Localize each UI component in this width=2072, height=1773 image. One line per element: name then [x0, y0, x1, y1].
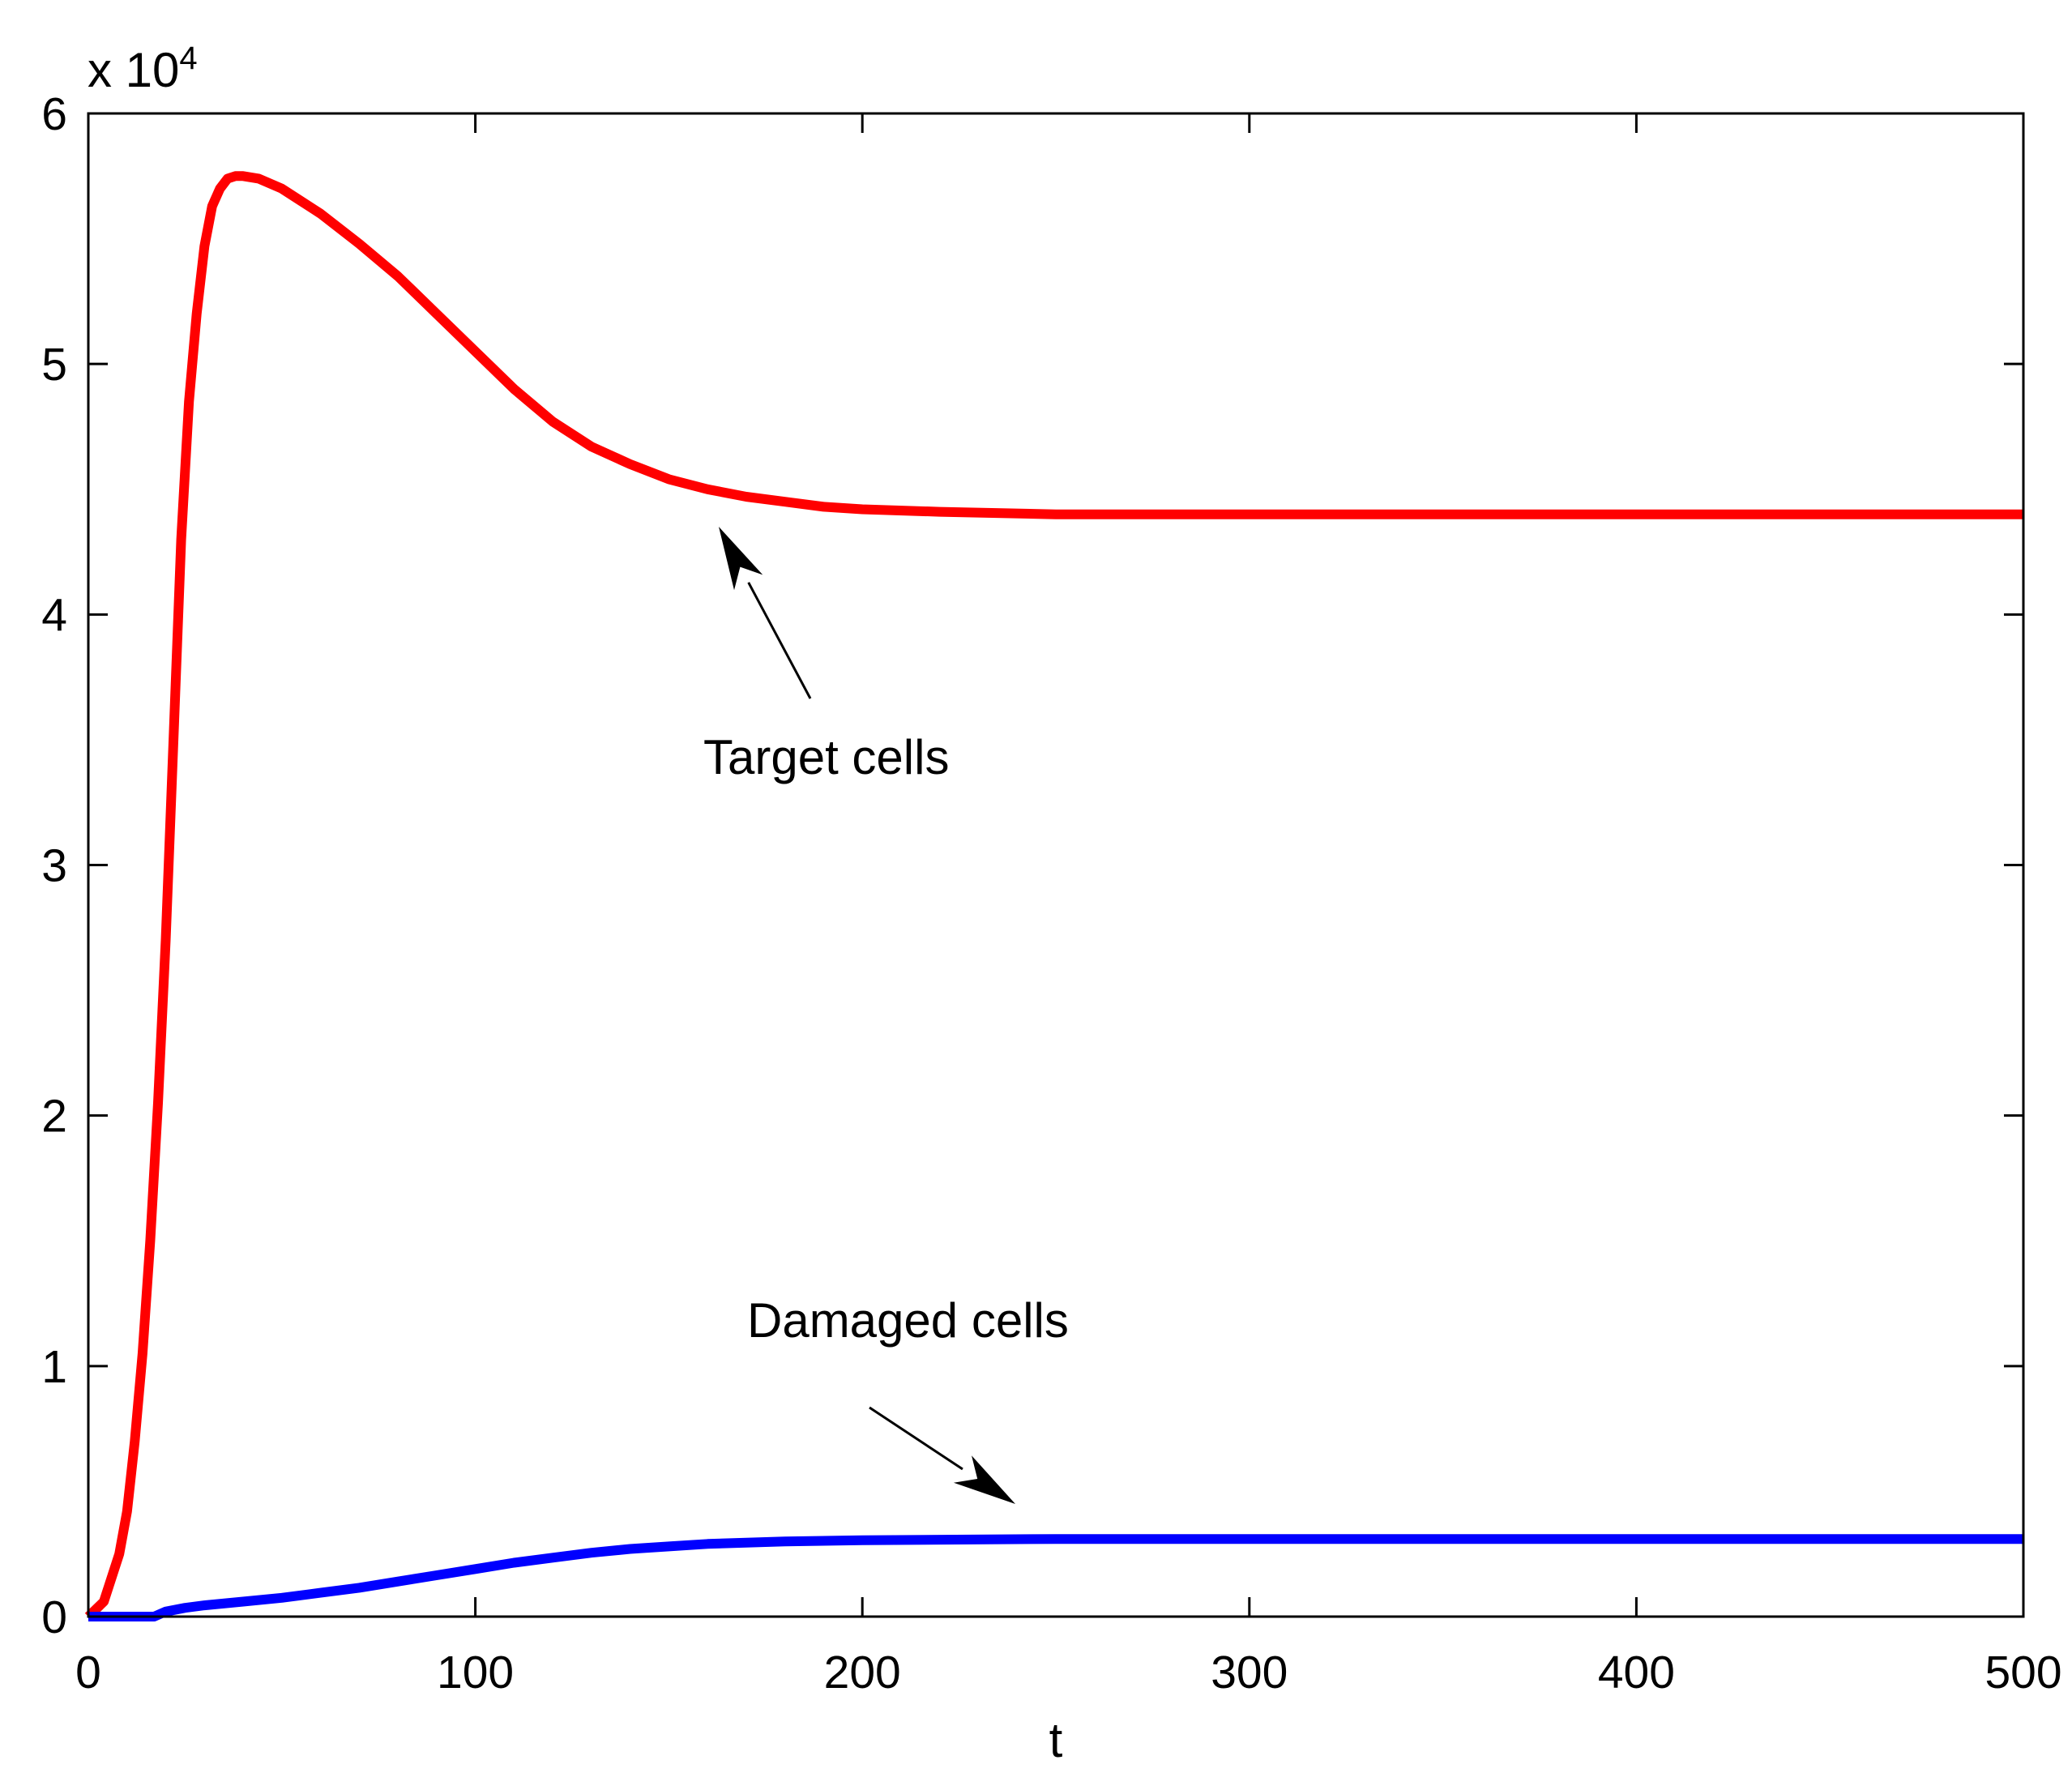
y-tick-label: 4 — [41, 589, 67, 641]
y-tick-label: 5 — [41, 339, 67, 391]
annotation-arrow-shaft — [869, 1406, 963, 1471]
annotation-arrow-shaft — [747, 582, 812, 699]
y-tick-label: 3 — [41, 840, 67, 892]
annotation-arrow-head — [953, 1455, 1015, 1504]
y-tick-label: 6 — [41, 88, 67, 140]
y-axis-multiplier-exponent: 4 — [179, 41, 197, 76]
annotation-label-damaged-cells: Damaged cells — [747, 1293, 1069, 1348]
y-tick-label: 2 — [41, 1091, 67, 1143]
tick-layer: 0 100 200 300 400 500 0 1 2 3 4 5 6 — [41, 88, 2061, 1698]
x-tick-label: 300 — [1211, 1647, 1288, 1698]
x-tick-label: 500 — [1984, 1647, 2061, 1698]
y-tick-label: 0 — [41, 1591, 67, 1643]
annotation-arrow-head — [719, 527, 763, 591]
x-tick-label: 200 — [824, 1647, 901, 1698]
x-tick-label: 0 — [75, 1647, 101, 1698]
annotation-layer: Target cells Damaged cells — [703, 527, 1069, 1504]
series-line-target-cells — [84, 171, 2023, 1621]
series-layer — [84, 171, 2023, 1621]
x-tick-label: 400 — [1598, 1647, 1675, 1698]
x-tick-label: 100 — [437, 1647, 514, 1698]
y-axis-multiplier-base: x 10 — [88, 43, 179, 97]
series-line-damaged-cells — [88, 1534, 2023, 1621]
y-tick-label: 1 — [41, 1341, 67, 1393]
annotation-label-target-cells: Target cells — [703, 730, 949, 784]
x-axis-label: t — [1049, 1713, 1063, 1767]
y-axis-multiplier: x 104 — [88, 41, 198, 97]
